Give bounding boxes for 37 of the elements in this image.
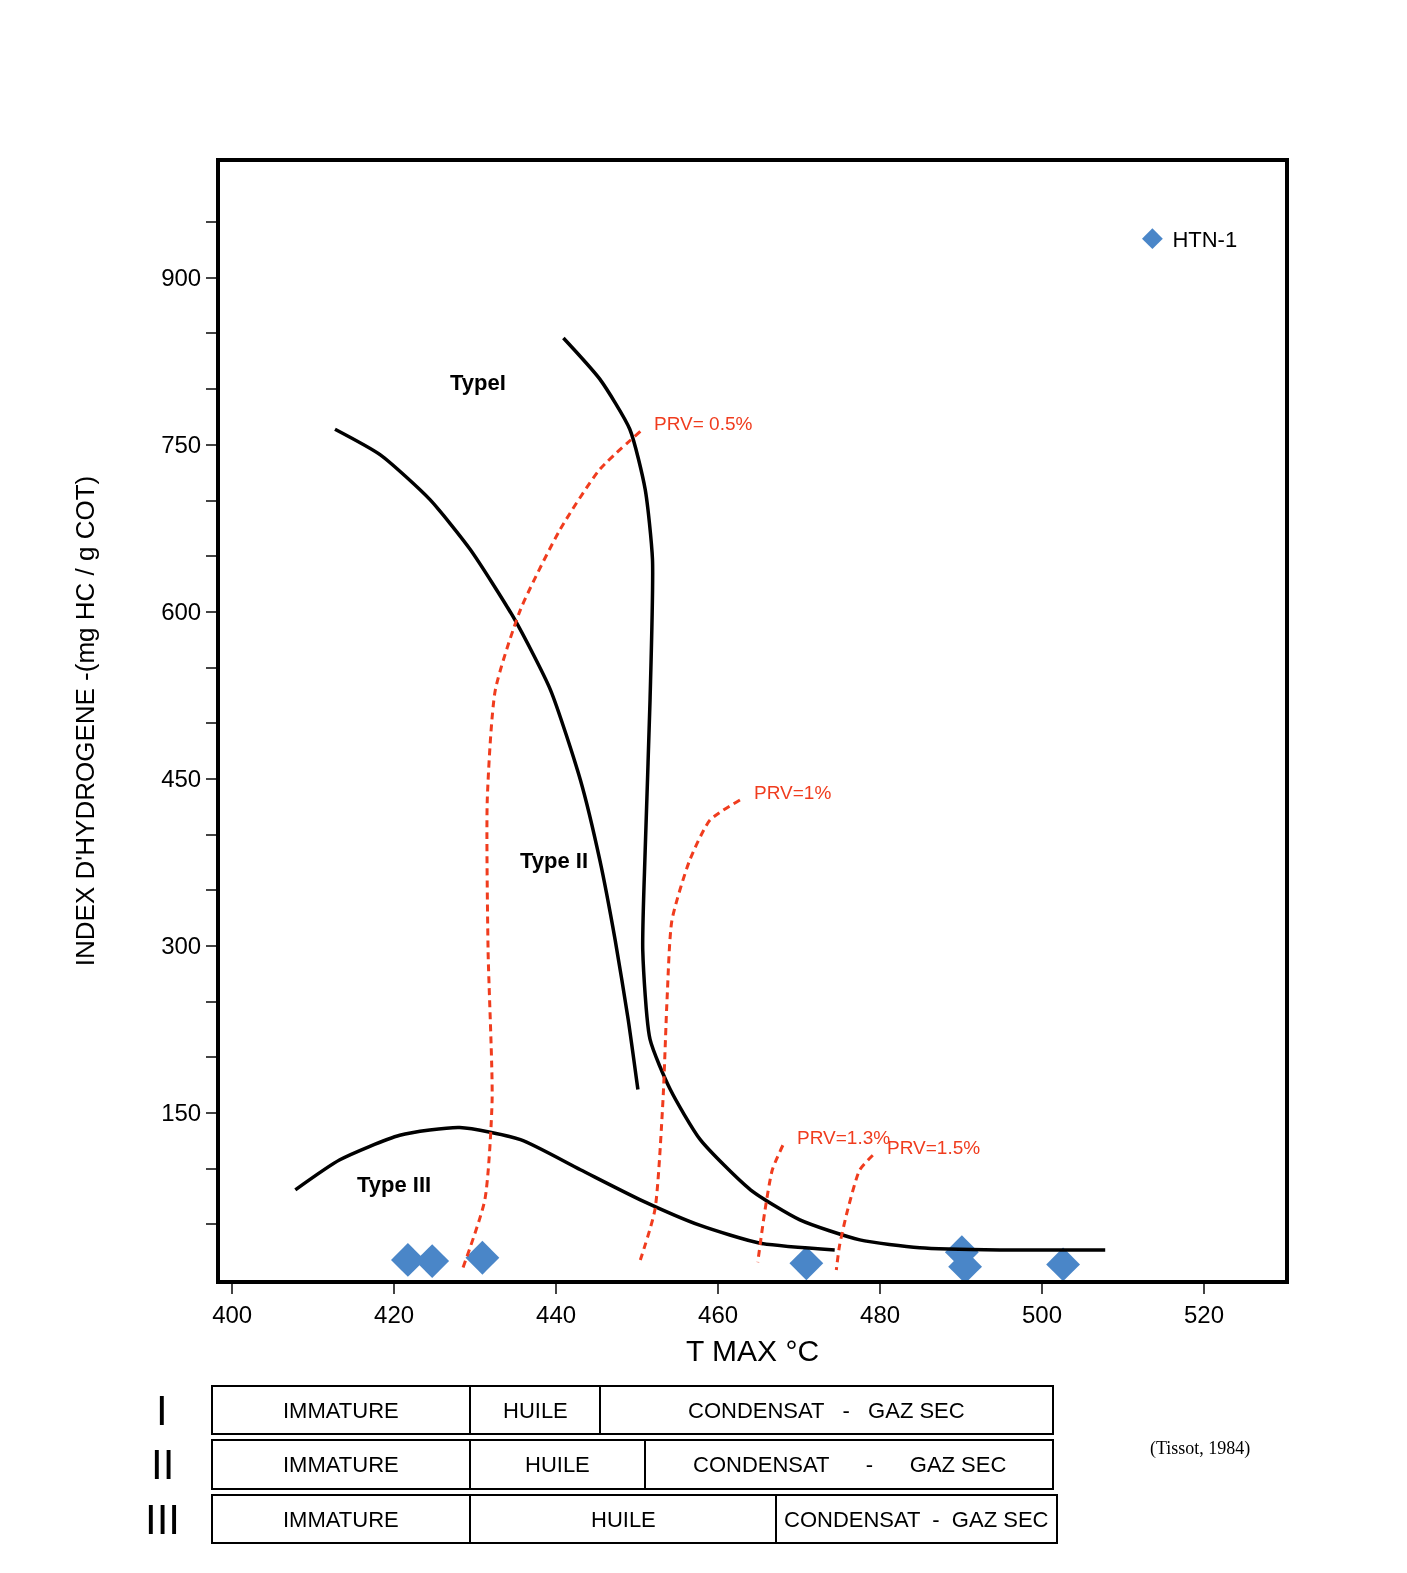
x-tick-label: 500 xyxy=(1022,1300,1063,1328)
text: HUILE xyxy=(503,1398,568,1423)
text: III xyxy=(145,1496,181,1543)
text: (Tissot, 1984) xyxy=(1150,1438,1251,1459)
x-tick-label: 520 xyxy=(1183,1300,1225,1328)
y-tick-label: 150 xyxy=(161,1099,202,1127)
text: IMMATURE xyxy=(283,1452,399,1477)
text: HUILE xyxy=(525,1452,590,1477)
series-label: PRV=1% xyxy=(754,782,832,803)
line-series xyxy=(834,1153,875,1272)
y-tick-label: 300 xyxy=(161,932,202,960)
y-axis-title: INDEX D'HYDROGENE -(mg HC / g COT) xyxy=(70,475,101,967)
series-label: Type III xyxy=(357,1172,432,1197)
x-tick-label: 400 xyxy=(212,1300,253,1328)
text: CONDENSAT - GAZ SEC xyxy=(693,1452,1007,1477)
series-label: PRV= 0.5% xyxy=(654,413,753,434)
text: I xyxy=(156,1387,168,1434)
y-tick-label: 900 xyxy=(161,264,202,292)
text: IMMATURE xyxy=(283,1398,399,1423)
text: TypeI xyxy=(450,370,506,395)
line-series xyxy=(638,798,742,1262)
line-series xyxy=(333,427,640,1092)
text: CONDENSAT - GAZ SEC xyxy=(688,1398,965,1423)
series-label: Type II xyxy=(520,848,589,873)
y-tick-label: 750 xyxy=(161,431,202,459)
text: HUILE xyxy=(591,1507,656,1532)
text: II xyxy=(151,1441,175,1488)
x-tick-label: 420 xyxy=(374,1300,415,1328)
x-tick-label: 480 xyxy=(860,1300,901,1328)
legend-label: HTN-1 xyxy=(1172,227,1238,253)
x-tick-label: 460 xyxy=(698,1300,739,1328)
text: CONDENSAT - GAZ SEC xyxy=(784,1507,1049,1532)
y-tick-label: 450 xyxy=(161,765,202,793)
y-tick-label: 600 xyxy=(161,598,202,626)
x-axis-title: T MAX °C xyxy=(685,1333,820,1367)
x-tick-label: 440 xyxy=(536,1300,577,1328)
text: IMMATURE xyxy=(283,1507,399,1532)
